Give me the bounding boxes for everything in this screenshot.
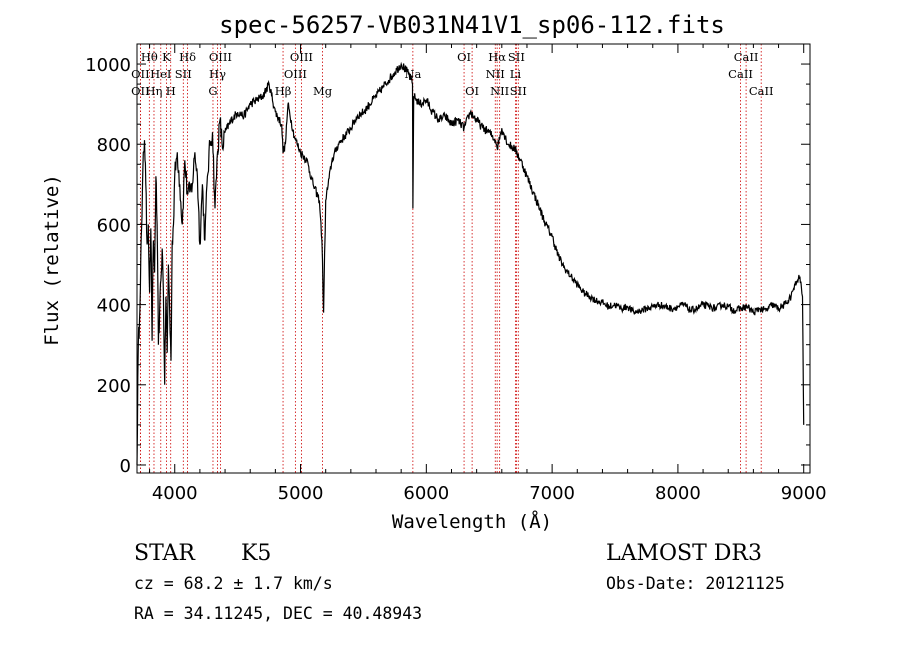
spectral-line-markers [139, 44, 762, 473]
spectral-line-label: Hη [146, 84, 163, 98]
spectral-line-label: Hγ [209, 67, 226, 81]
y-tick-label: 200 [97, 376, 131, 397]
spectral-line-label: SII [175, 67, 192, 81]
spectral-line-label: Na [404, 67, 421, 81]
x-tick-label: 5000 [278, 483, 324, 504]
spectral-line-label: CaII [728, 67, 753, 81]
plot-frame [136, 43, 811, 474]
spectral-line-label: H [166, 84, 176, 98]
x-tick-label: 9000 [781, 483, 827, 504]
y-tick-label: 400 [97, 296, 131, 317]
spectrum-line [136, 61, 805, 466]
spectral-line-label: NII [486, 67, 505, 81]
spectral-line-label: CaII [749, 84, 774, 98]
y-tick-label: 0 [120, 456, 131, 477]
x-axis-ticks: 4000 5000 6000 7000 8000 9000 [149, 44, 827, 504]
spectral-line-label: NII [490, 84, 509, 98]
spectral-line-label: G [208, 84, 217, 98]
x-tick-label: 4000 [152, 483, 198, 504]
spectral-line-label: OII [131, 84, 150, 98]
spectral-line-label: OIII [290, 50, 313, 64]
x-axis-label: Wavelength (Å) [392, 510, 552, 533]
x-tick-label: 6000 [403, 483, 449, 504]
spectral-line-label: OII [131, 67, 150, 81]
spectral-line-label: SII [508, 50, 525, 64]
spectral-line-label: HeI [150, 67, 171, 81]
x-tick-label: 7000 [529, 483, 575, 504]
spectral-line-label: OI [457, 50, 471, 64]
y-axis-label: Flux (relative) [41, 174, 63, 346]
object-type: STAR [134, 541, 196, 566]
spectral-line-label: OI [465, 84, 479, 98]
coordinates: RA = 34.11245, DEC = 40.48943 [134, 604, 422, 623]
spectral-line-label: OIII [209, 50, 232, 64]
spectral-line-label: CaII [734, 50, 759, 64]
spectral-line-label: Hα [488, 50, 506, 64]
spectral-line-label: Hδ [179, 50, 196, 64]
y-axis-ticks: 0 200 400 600 800 1000 [85, 55, 810, 477]
subclass: K5 [241, 541, 271, 566]
spectral-line-label: K [162, 50, 171, 64]
y-tick-label: 600 [97, 215, 131, 236]
redshift-info: cz = 68.2 ± 1.7 km/s [134, 574, 333, 593]
spectral-line-label: OIII [284, 67, 307, 81]
spectral-line-label: Mg [313, 84, 333, 98]
spectral-line-label: Li [510, 67, 522, 81]
obs-date: Obs-Date: 20121125 [606, 574, 785, 593]
chart-title: spec-56257-VB031N41V1_sp06-112.fits [219, 11, 725, 39]
spectral-line-label: Hβ [275, 84, 292, 98]
y-tick-label: 1000 [85, 55, 131, 76]
x-tick-label: 8000 [655, 483, 701, 504]
survey-name: LAMOST DR3 [606, 541, 762, 566]
spectral-line-label: Hθ [141, 50, 158, 64]
spectral-line-label: SII [510, 84, 527, 98]
y-tick-label: 800 [97, 135, 131, 156]
